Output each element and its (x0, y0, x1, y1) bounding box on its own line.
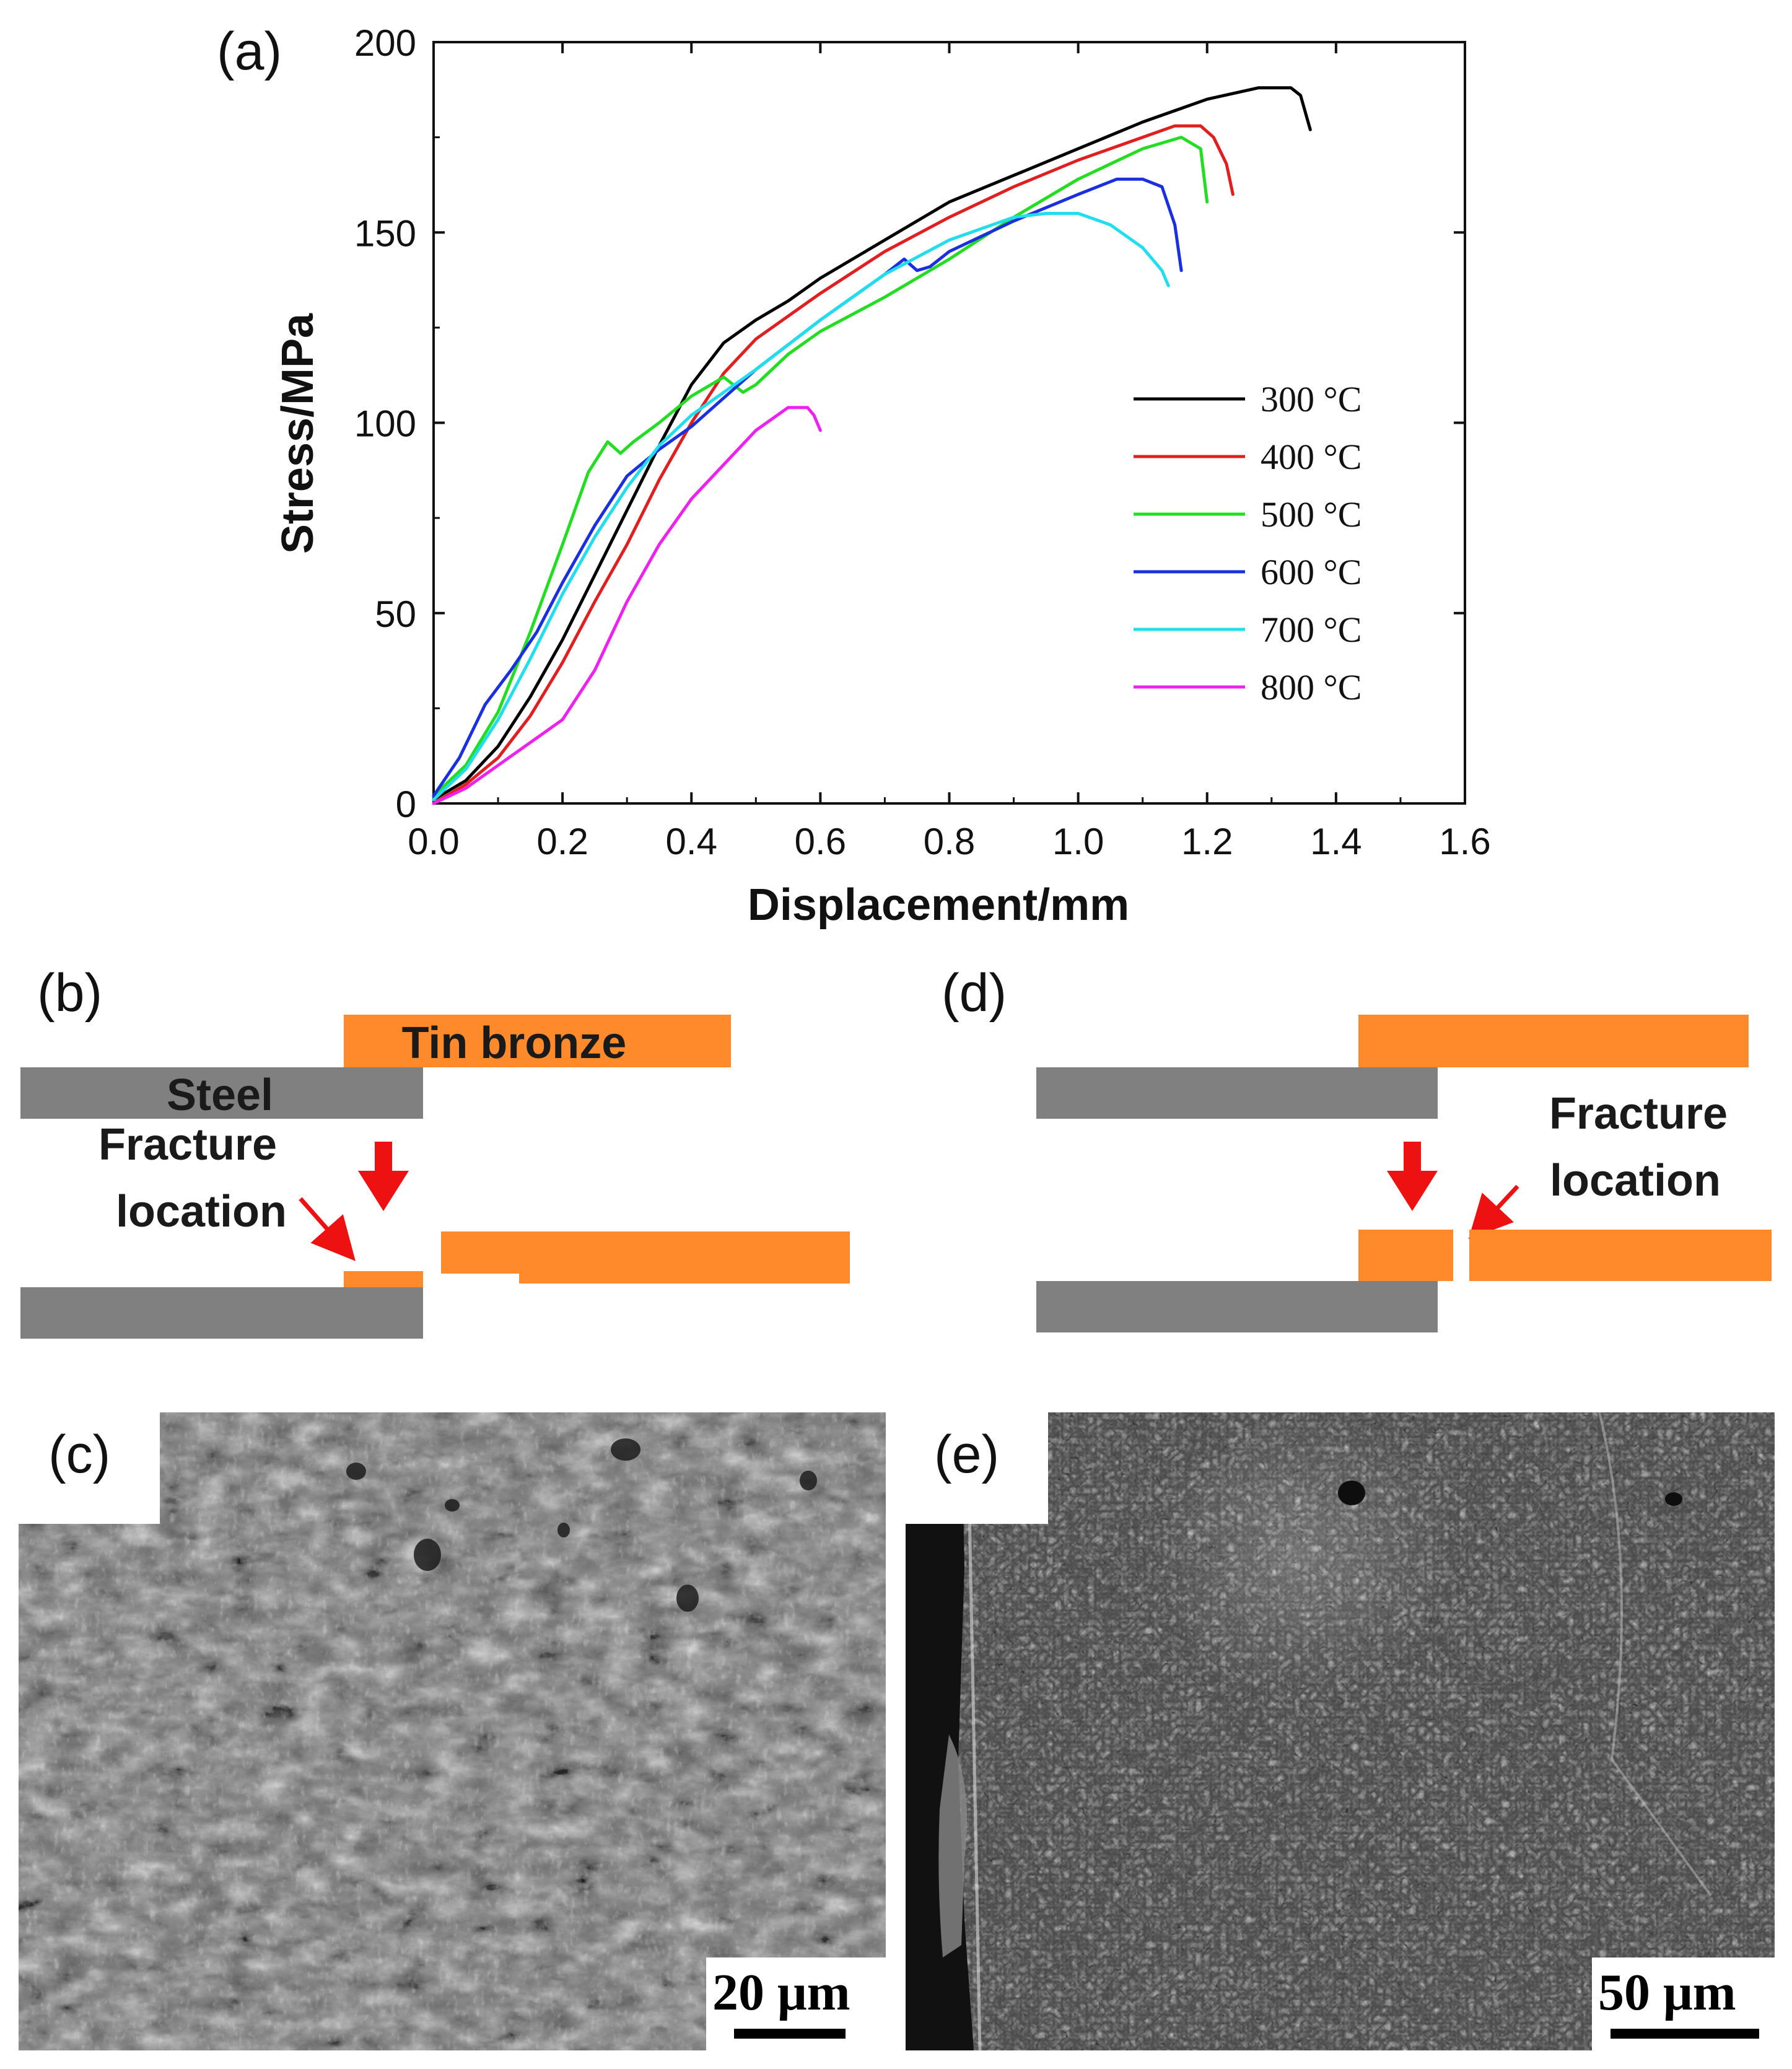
x-tick-label: 0.0 (408, 821, 459, 862)
scale-bar-label-c: 20 μm (712, 1964, 850, 2021)
y-tick-label: 200 (354, 22, 416, 64)
steel-label: Steel (167, 1070, 273, 1120)
tin-bronze-label: Tin bronze (402, 1018, 627, 1068)
y-tick-label: 0 (396, 784, 416, 825)
x-tick-label: 0.2 (536, 821, 588, 862)
y-axis-label: Stress/MPa (273, 313, 323, 554)
panel-label-c: (c) (48, 1425, 111, 1484)
y-tick-label: 100 (354, 403, 416, 445)
tin-bronze-bar-top (1358, 1015, 1749, 1067)
tin-bronze-bar-bottom (1469, 1230, 1772, 1281)
legend-label: 500 °C (1261, 494, 1361, 535)
fracture-pointer-arrow (299, 1197, 356, 1261)
down-arrow (358, 1142, 409, 1211)
x-tick-label: 0.4 (666, 821, 717, 862)
bronze-remnant-block (1358, 1230, 1453, 1281)
series-line (432, 406, 822, 805)
panel-label-e: (e) (934, 1425, 1000, 1484)
schematic-d: Fracture location (1036, 1015, 1772, 1332)
panel-label-d: (d) (942, 963, 1007, 1023)
legend-label: 800 °C (1261, 667, 1361, 707)
legend-label: 600 °C (1261, 552, 1361, 592)
sem-micrograph-e (906, 1412, 1775, 2050)
y-tick-label: 50 (375, 593, 416, 635)
y-tick-label: 150 (354, 212, 416, 254)
location-label: location (116, 1187, 287, 1236)
series-line (432, 136, 1209, 798)
fracture-label: Fracture (98, 1120, 277, 1170)
legend-label: 400 °C (1261, 437, 1361, 477)
fracture-pointer-arrow (1468, 1184, 1519, 1240)
steel-bar-bottom (1036, 1281, 1438, 1332)
series-line (432, 124, 1235, 805)
scale-bar-e (1611, 2029, 1759, 2039)
x-tick-label: 0.6 (795, 821, 846, 862)
series-line (432, 177, 1183, 798)
schematic-b: Tin bronze Steel Fracture location (20, 1015, 850, 1339)
legend-label: 700 °C (1261, 610, 1361, 650)
panel-label-b: (b) (37, 963, 103, 1023)
x-tick-label: 1.2 (1181, 821, 1233, 862)
x-tick-label: 1.4 (1310, 821, 1361, 862)
scale-bar-c (734, 2029, 846, 2039)
steel-bar-top (1036, 1067, 1438, 1119)
panel-label-c-backdrop (19, 1412, 160, 1524)
stress-displacement-chart: 0.0 0.2 0.4 0.6 0.8 1.0 1.2 1.4 1.6050100150200 … (273, 22, 1491, 930)
steel-bar-top (20, 1067, 423, 1119)
location-label: location (1550, 1156, 1721, 1205)
panel-label-e-backdrop (906, 1412, 1048, 1524)
fracture-label: Fracture (1549, 1089, 1728, 1139)
tin-bronze-bar-bottom (441, 1231, 850, 1284)
bronze-remnant (344, 1271, 423, 1287)
tin-bronze-bar-top (344, 1015, 731, 1067)
series-line (432, 86, 1312, 802)
x-tick-label: 0.8 (924, 821, 975, 862)
down-arrow (1387, 1142, 1438, 1211)
legend-label: 300 °C (1261, 379, 1361, 419)
series-line (432, 212, 1170, 802)
x-axis-label: Displacement/mm (748, 880, 1129, 930)
scale-bar-label-e: 50 μm (1598, 1964, 1736, 2021)
sem-micrograph-c (19, 1412, 886, 2050)
panel-label-a: (a) (217, 22, 282, 81)
x-tick-label: 1.6 (1439, 821, 1490, 862)
steel-bar-bottom (20, 1287, 423, 1339)
x-tick-label: 1.0 (1052, 821, 1104, 862)
